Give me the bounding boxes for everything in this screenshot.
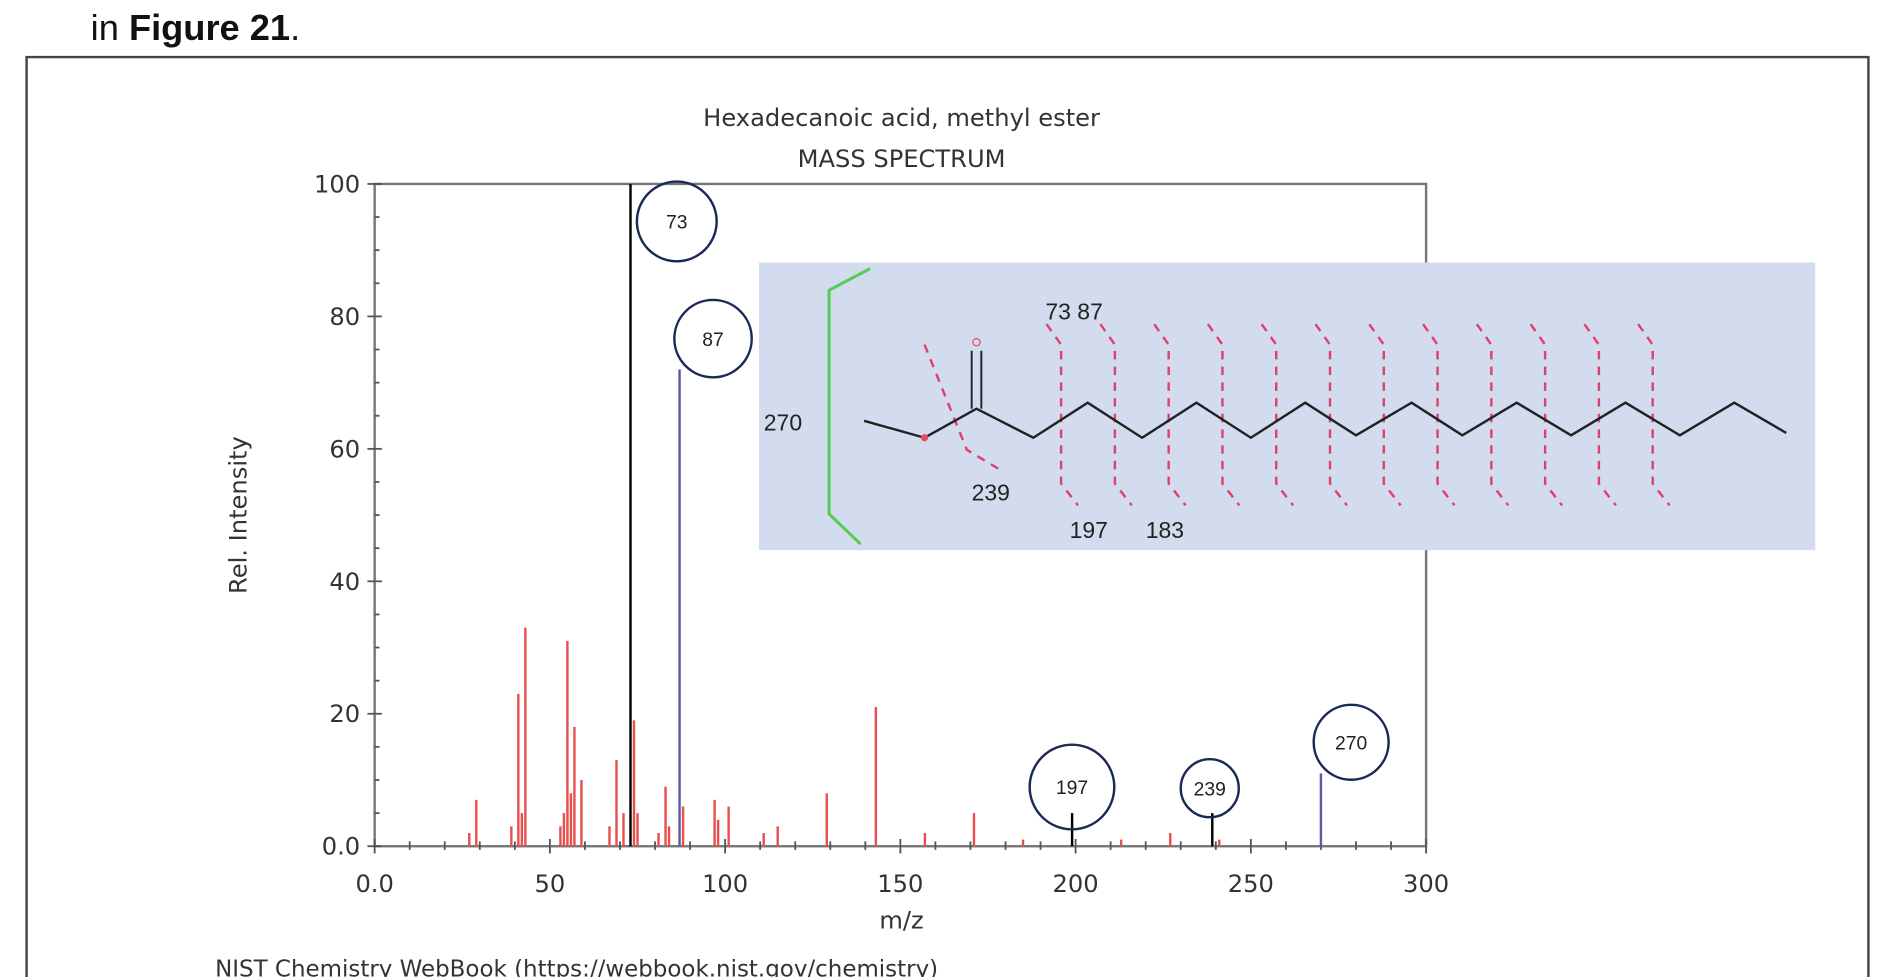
x-tick-label: 50 xyxy=(535,870,566,898)
x-tick-label: 150 xyxy=(877,870,923,898)
y-axis-label: Rel. Intensity xyxy=(225,436,253,594)
molecular-ion-bracket xyxy=(827,267,871,546)
annotation-label: 239 xyxy=(1194,779,1226,800)
figure-border xyxy=(25,55,1870,977)
x-axis-label: m/z xyxy=(879,906,923,934)
inset-label-197: 197 xyxy=(1070,517,1108,543)
axis-ticks xyxy=(367,183,1427,854)
caption: in Figure 21. xyxy=(91,7,301,48)
annotation-circle xyxy=(1179,758,1240,819)
carbonyl-bond xyxy=(970,350,983,409)
cleavage-line xyxy=(1260,323,1295,507)
y-tick-label: 60 xyxy=(329,435,360,463)
cleavage-line xyxy=(1206,323,1241,507)
y-tick-label: 0.0 xyxy=(322,833,360,861)
inset-label-73-87: 73 87 xyxy=(1045,298,1102,324)
inset-label-183: 183 xyxy=(1146,517,1184,543)
chart-subtitle: MASS SPECTRUM xyxy=(798,145,1006,173)
inset-background xyxy=(758,262,1816,551)
cleavage-lines xyxy=(923,323,1671,507)
tick-labels: 0.0 20 40 60 80 100 0.0 50 100 150 200 250 300 xyxy=(314,170,1449,898)
cleavage-line xyxy=(1422,323,1456,507)
cleavage-line xyxy=(1583,323,1617,507)
x-tick-label: 100 xyxy=(702,870,748,898)
peak-annotations: 73 87 197 239 270 xyxy=(635,180,1390,831)
footer-source: NIST Chemistry WebBook (https://webbook.… xyxy=(215,957,938,977)
annotation-label: 270 xyxy=(1335,734,1367,755)
annotation-label: 87 xyxy=(702,330,724,351)
inset-label-239: 239 xyxy=(972,480,1010,506)
cleavage-line xyxy=(1637,323,1671,507)
x-tick-label: 200 xyxy=(1053,870,1099,898)
cleavage-line xyxy=(1045,323,1079,507)
peaks xyxy=(468,183,1323,847)
y-tick-label: 100 xyxy=(314,170,360,198)
annotation-circle xyxy=(1028,743,1116,831)
chart-title: Hexadecanoic acid, methyl ester xyxy=(703,104,1100,132)
inset-label-270: 270 xyxy=(764,409,802,435)
cleavage-line xyxy=(1099,323,1133,507)
x-tick-label: 250 xyxy=(1228,870,1274,898)
cleavage-line xyxy=(1529,323,1563,507)
ester-oxygen xyxy=(920,434,929,442)
x-tick-label: 300 xyxy=(1403,870,1449,898)
cleavage-line xyxy=(1368,323,1402,507)
annotation-circle xyxy=(635,180,718,263)
carbonyl-oxygen xyxy=(972,338,981,347)
annotation-circle xyxy=(1312,703,1390,781)
structure-inset: 73 87 270 239 197 183 xyxy=(758,262,1816,551)
y-tick-label: 40 xyxy=(329,568,360,596)
cleavage-line xyxy=(1153,323,1187,507)
x-tick-label: 0.0 xyxy=(355,870,393,898)
annotation-circle xyxy=(673,298,753,379)
cleavage-line xyxy=(1314,323,1348,507)
y-tick-label: 80 xyxy=(329,303,360,331)
annotation-label: 73 xyxy=(666,213,688,234)
cleavage-line xyxy=(1475,323,1510,507)
molecule-skeleton xyxy=(863,401,1787,440)
y-tick-label: 20 xyxy=(329,700,360,728)
annotation-label: 197 xyxy=(1056,778,1088,799)
